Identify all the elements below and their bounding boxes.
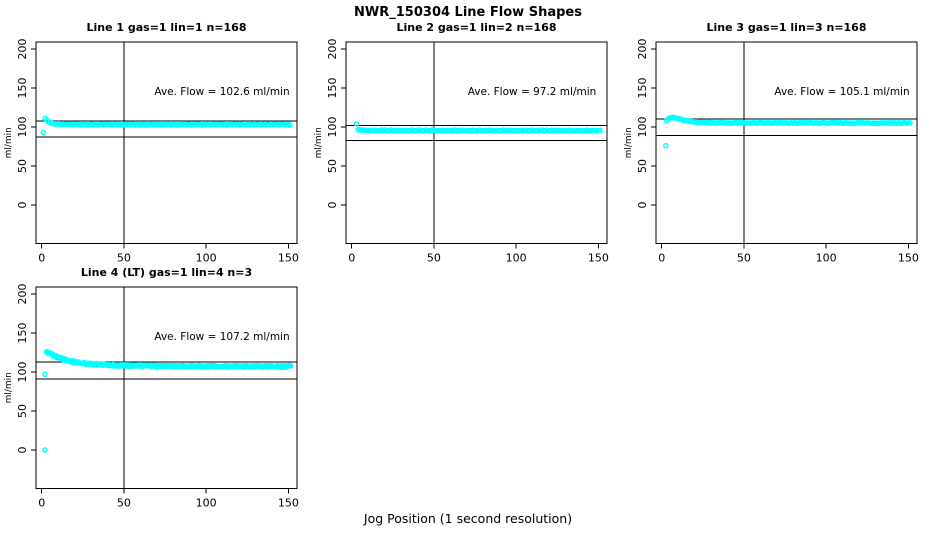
y-tick-label: 0 [16, 447, 29, 454]
x-tick-label: 0 [658, 252, 665, 265]
y-tick-label: 100 [326, 117, 339, 138]
x-tick-label: 0 [348, 252, 355, 265]
y-tick-label: 0 [326, 202, 339, 209]
plot-box [35, 41, 298, 244]
x-tick-label: 50 [737, 252, 751, 265]
data-point [353, 121, 360, 127]
x-tick-label: 100 [196, 497, 217, 510]
ave-flow-label: Ave. Flow = 102.6 ml/min [154, 86, 289, 98]
subplot-title: Line 1 gas=1 lin=1 n=168 [86, 21, 246, 34]
subplot-title: Line 4 (LT) gas=1 lin=4 n=3 [81, 266, 252, 279]
y-tick-label: 50 [636, 159, 649, 173]
subplot-title: Line 2 gas=1 lin=2 n=168 [396, 21, 556, 34]
y-tick-label: 0 [636, 202, 649, 209]
x-tick-label: 50 [117, 252, 131, 265]
y-tick-label: 200 [16, 284, 29, 305]
y-axis-label: ml/min [624, 127, 634, 158]
y-tick-label: 150 [326, 78, 339, 99]
subplot-title: Line 3 gas=1 lin=3 n=168 [706, 21, 866, 34]
x-tick-label: 0 [38, 497, 45, 510]
y-tick-label: 200 [636, 39, 649, 60]
y-tick-label: 50 [16, 404, 29, 418]
y-tick-label: 150 [16, 323, 29, 344]
data-point [907, 120, 913, 126]
y-tick-label: 100 [636, 117, 649, 138]
x-axis-label: Jog Position (1 second resolution) [363, 511, 573, 526]
y-tick-label: 150 [16, 78, 29, 99]
ave-flow-label: Ave. Flow = 107.2 ml/min [154, 331, 289, 343]
data-point [287, 362, 294, 369]
plot-box [655, 41, 918, 244]
subplot-line-3: 0 50 100 150 0 50 100 150 200 ml/min Line 3 gas=1 … [624, 21, 919, 265]
y-tick-label: 100 [16, 362, 29, 383]
x-tick-label: 50 [117, 497, 131, 510]
y-tick-label: 50 [326, 159, 339, 173]
y-axis-label: ml/min [4, 372, 14, 403]
data-point [42, 371, 48, 378]
ave-flow-label: Ave. Flow = 105.1 ml/min [774, 86, 909, 98]
data-point [287, 122, 293, 128]
y-tick-label: 200 [16, 39, 29, 60]
data-point [42, 447, 48, 453]
x-tick-label: 100 [816, 252, 837, 265]
x-tick-label: 50 [427, 252, 441, 265]
data-point [663, 142, 669, 149]
y-axis-label: ml/min [314, 127, 324, 158]
y-tick-label: 0 [16, 202, 29, 209]
x-tick-label: 100 [196, 252, 217, 265]
x-tick-label: 100 [506, 252, 527, 265]
x-tick-label: 0 [38, 252, 45, 265]
y-tick-label: 150 [636, 78, 649, 99]
x-tick-label: 150 [278, 252, 299, 265]
plot-box [35, 286, 298, 489]
y-tick-label: 100 [16, 117, 29, 138]
data-point [597, 127, 603, 134]
y-tick-label: 200 [326, 39, 339, 60]
ave-flow-label: Ave. Flow = 97.2 ml/min [468, 86, 597, 98]
subplot-line-4: 0 50 100 150 0 50 100 150 200 ml/min Line 4 (LT) g… [4, 266, 299, 510]
y-tick-label: 50 [16, 159, 29, 173]
plot-box [345, 41, 608, 244]
subplot-line-2: 0 50 100 150 0 50 100 150 200 ml/min Line 2 gas=1 … [314, 21, 609, 265]
data-point [40, 129, 47, 136]
chart-main-title: NWR_150304 Line Flow Shapes [354, 5, 582, 20]
x-tick-label: 150 [898, 252, 919, 265]
x-tick-label: 150 [278, 497, 299, 510]
subplot-line-1: 0 50 100 150 0 50 100 150 200 ml/min Line 1 gas=1 … [4, 21, 299, 265]
y-axis-label: ml/min [4, 127, 14, 158]
x-tick-label: 150 [588, 252, 609, 265]
